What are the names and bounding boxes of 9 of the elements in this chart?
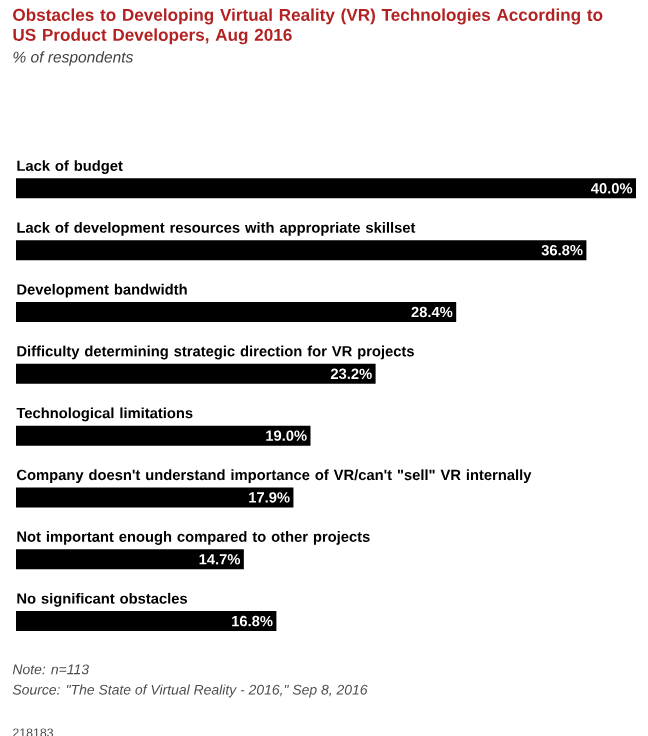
bar — [16, 487, 294, 508]
chart-title: Obstacles to Developing Virtual Reality (VR) Technologies According to US Product Developers, Aug 2016 — [13, 8, 603, 45]
bar — [16, 611, 277, 632]
bar — [16, 178, 636, 199]
bar — [16, 425, 311, 446]
bar — [16, 240, 587, 261]
bar — [16, 363, 376, 384]
bar — [16, 549, 244, 570]
bar — [16, 301, 457, 322]
